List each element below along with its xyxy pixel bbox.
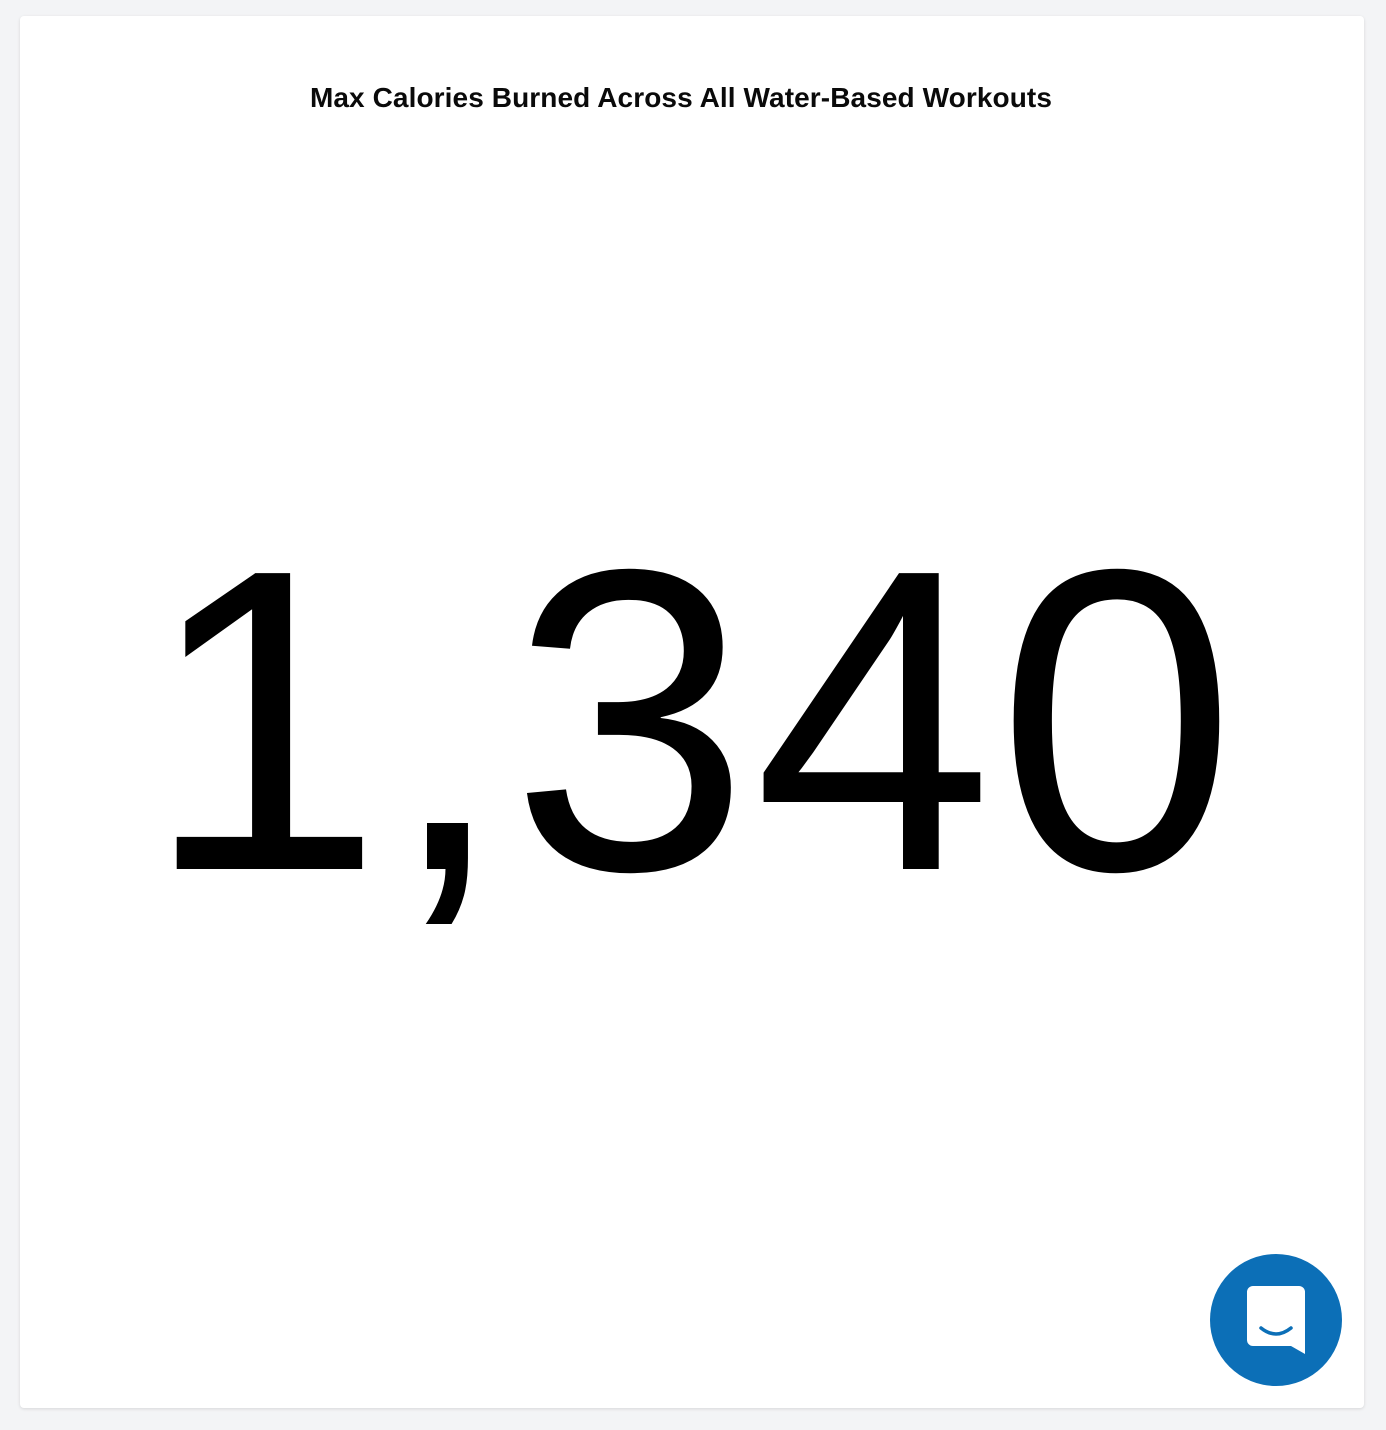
metric-card: Max Calories Burned Across All Water-Bas…	[20, 16, 1364, 1408]
metric-title: Max Calories Burned Across All Water-Bas…	[309, 82, 1053, 113]
chat-launcher-button[interactable]	[1210, 1254, 1342, 1386]
metric-value: 1,340	[143, 481, 1241, 961]
chat-bubble-smile-icon	[1247, 1286, 1305, 1354]
